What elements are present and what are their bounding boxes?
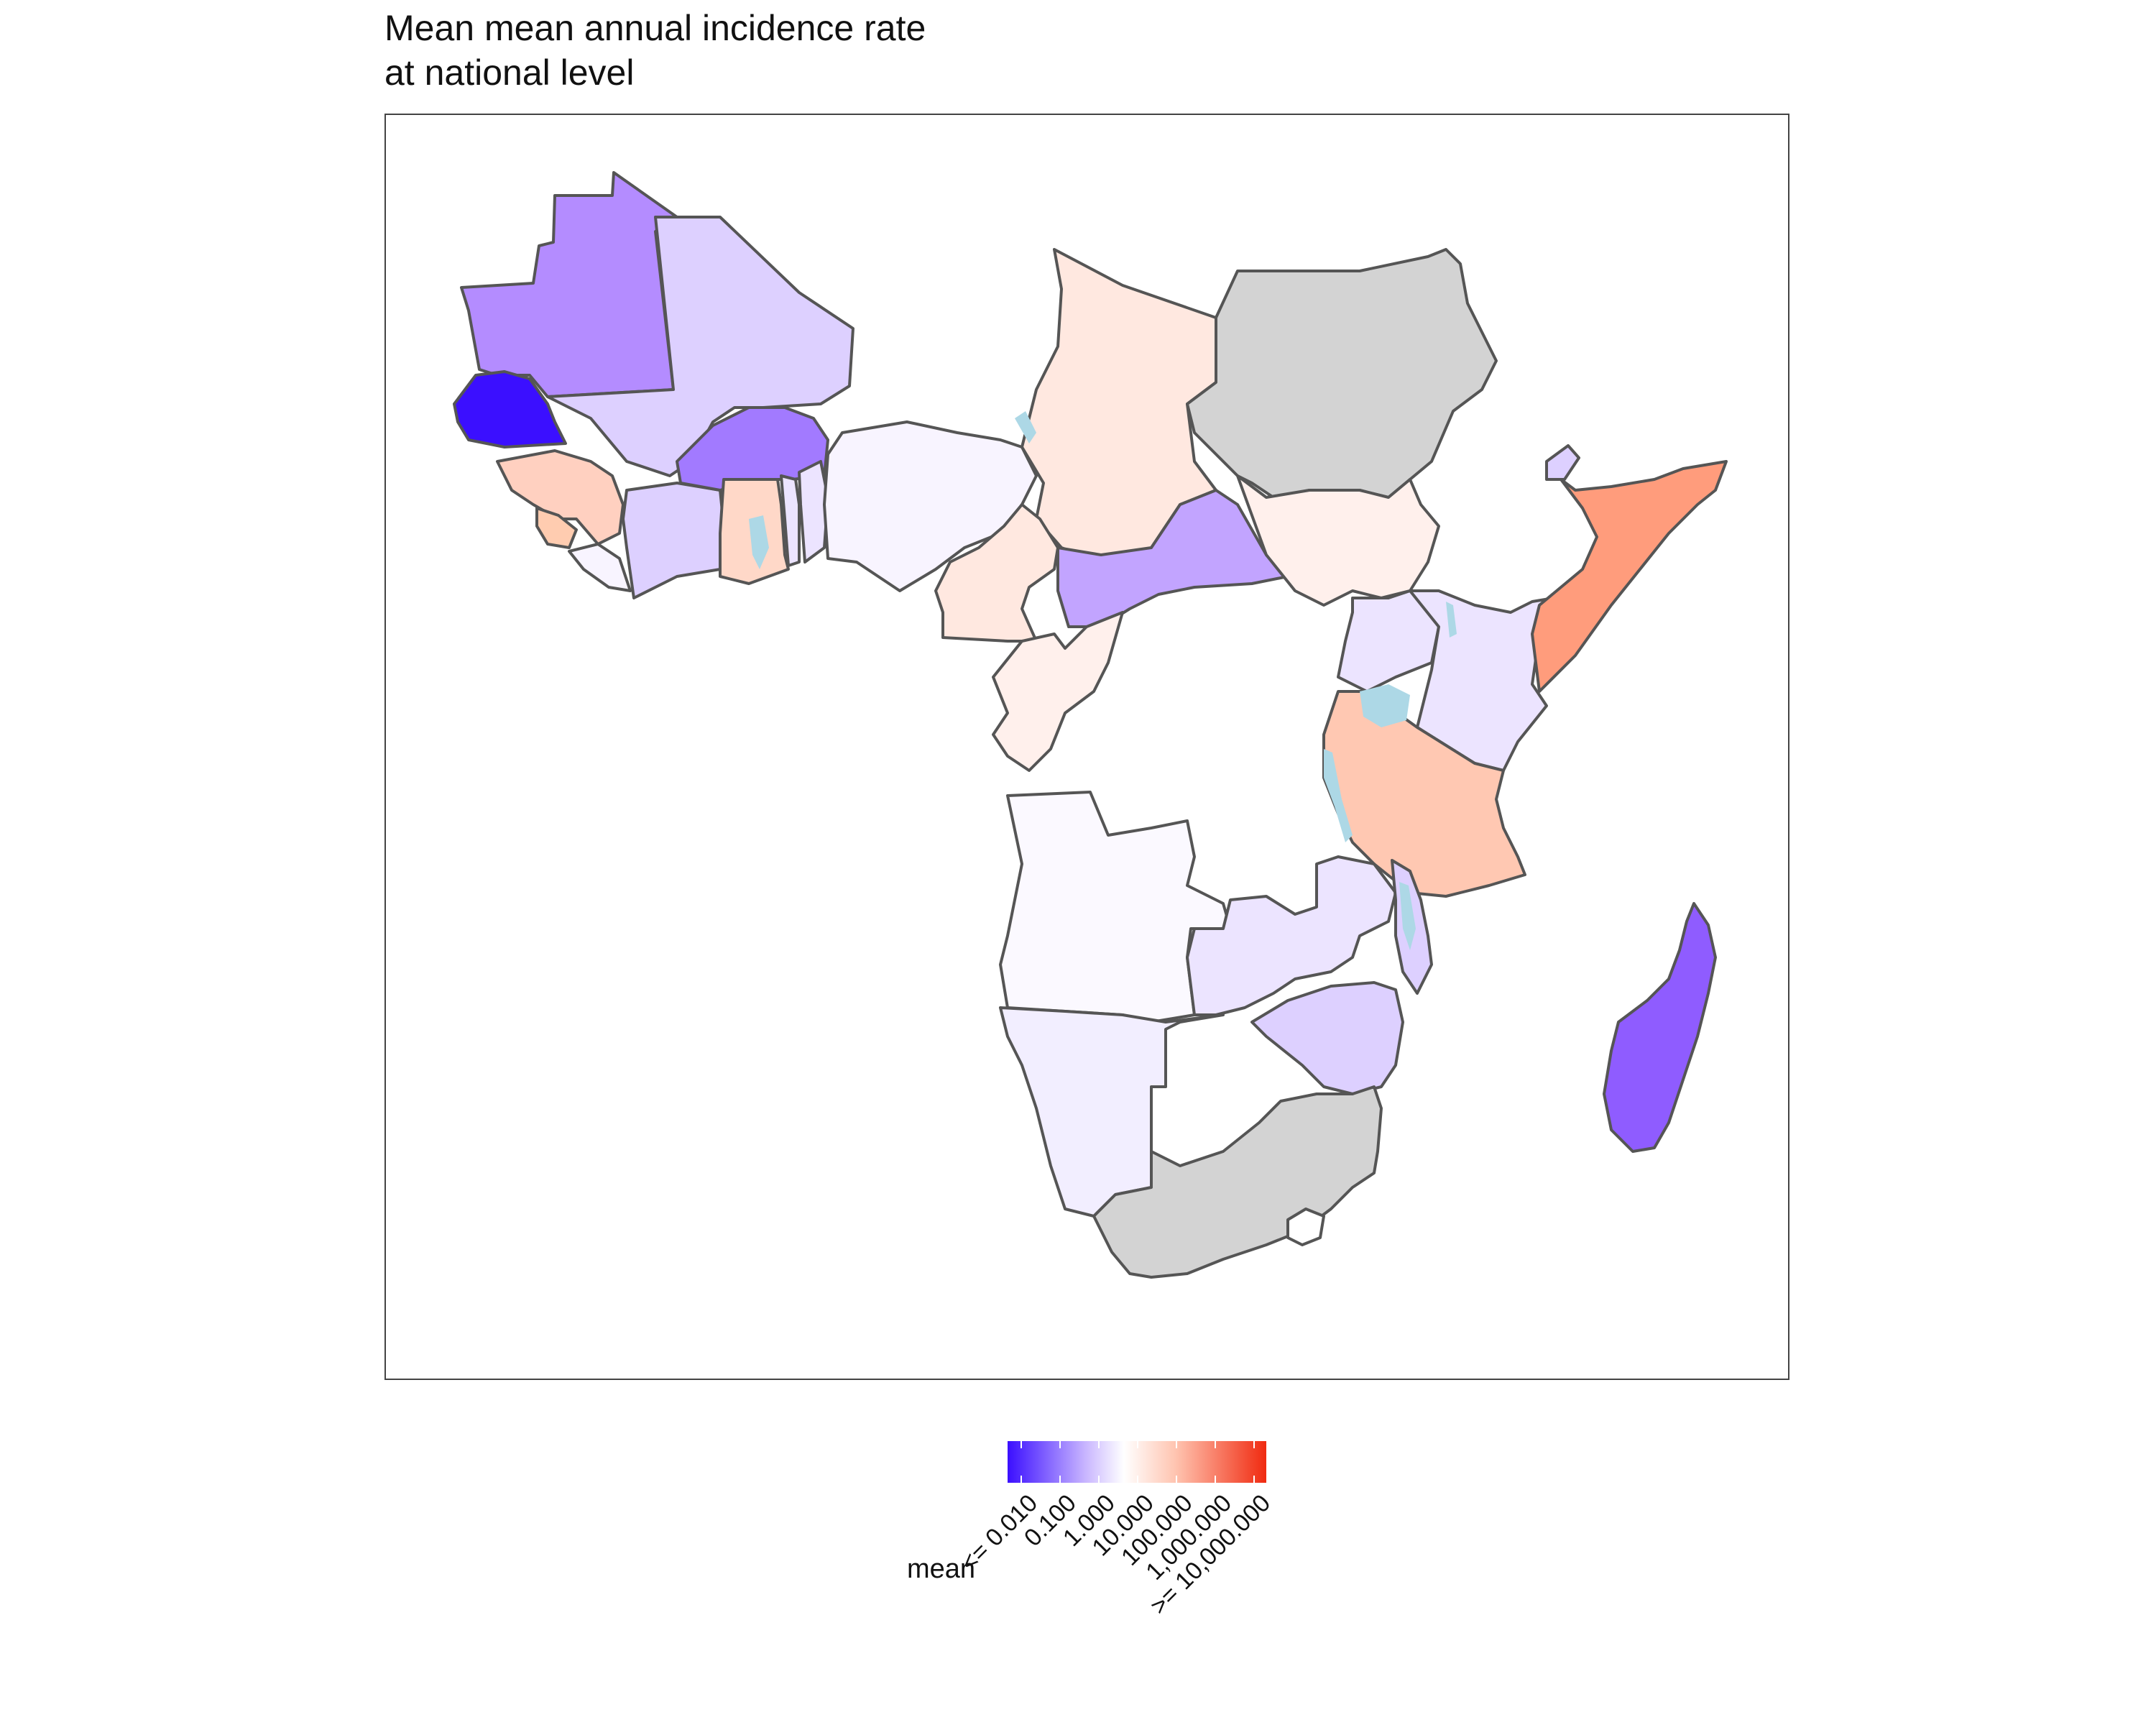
map-panel	[384, 114, 1789, 1380]
lake-kariba	[1015, 411, 1036, 443]
legend-tick	[1021, 1476, 1022, 1483]
legend-title: mean	[907, 1554, 976, 1584]
country-namibia	[999, 1006, 1225, 1218]
africa-map	[453, 171, 1728, 1279]
legend-tick	[1176, 1441, 1177, 1448]
legend-tick	[1059, 1476, 1061, 1483]
country-sierra-leone	[535, 507, 578, 549]
country-congo	[992, 611, 1124, 772]
title-line-1: Mean mean annual incidence rate	[384, 8, 926, 48]
country-mali	[546, 216, 854, 477]
legend-tick	[1176, 1476, 1177, 1483]
lake-tanganyika	[1324, 749, 1353, 842]
lake-turkana	[1446, 602, 1457, 638]
lake-malawi	[1399, 882, 1416, 950]
country-togo	[780, 474, 801, 567]
legend-tick	[1215, 1441, 1216, 1448]
legend-tick	[1059, 1441, 1061, 1448]
country-senegal	[453, 370, 567, 448]
country-madagascar	[1603, 902, 1717, 1153]
country-somaliland	[1545, 444, 1580, 481]
country-uganda	[1337, 589, 1440, 693]
legend-tick	[1098, 1476, 1100, 1483]
legend-tick	[1137, 1441, 1138, 1448]
country-mauritania	[460, 171, 678, 398]
title-line-2: at national level	[384, 52, 635, 93]
map-title: Mean mean annual incidence rate at natio…	[384, 6, 926, 95]
legend-tick	[1253, 1441, 1255, 1448]
country-lesotho	[1286, 1208, 1325, 1246]
country-sudan	[1186, 248, 1498, 499]
legend-tick	[1137, 1476, 1138, 1483]
legend-tick	[1253, 1476, 1255, 1483]
country-somalia	[1531, 460, 1728, 693]
country-zimbabwe	[1250, 981, 1404, 1095]
country-zambia	[1186, 855, 1397, 1016]
country-guinea	[496, 449, 625, 546]
country-liberia	[568, 543, 632, 592]
lake-victoria	[1360, 684, 1410, 727]
country-burkina-faso	[676, 406, 829, 492]
country-benin	[798, 460, 829, 564]
country-south-africa	[1092, 1085, 1383, 1279]
legend-tick	[1098, 1441, 1100, 1448]
country-kenya	[1409, 589, 1555, 772]
legend-tick	[1021, 1441, 1022, 1448]
legend-tick	[1215, 1476, 1216, 1483]
country-south-sudan	[1236, 474, 1440, 607]
country-cote-divoire	[622, 482, 725, 599]
lake-volta	[749, 515, 769, 569]
